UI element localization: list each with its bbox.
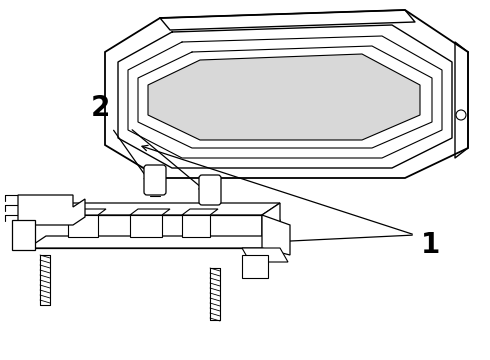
Polygon shape bbox=[130, 215, 162, 237]
FancyBboxPatch shape bbox=[199, 175, 221, 205]
Text: 1: 1 bbox=[420, 231, 440, 259]
Polygon shape bbox=[28, 236, 280, 248]
Polygon shape bbox=[262, 203, 280, 248]
Polygon shape bbox=[182, 209, 218, 215]
Polygon shape bbox=[18, 195, 85, 225]
Polygon shape bbox=[182, 215, 210, 237]
Polygon shape bbox=[28, 215, 262, 248]
Polygon shape bbox=[105, 10, 468, 178]
Polygon shape bbox=[12, 220, 35, 250]
Polygon shape bbox=[242, 255, 268, 278]
Polygon shape bbox=[130, 209, 170, 215]
Polygon shape bbox=[148, 54, 420, 140]
Polygon shape bbox=[262, 215, 290, 255]
Polygon shape bbox=[68, 215, 98, 237]
Polygon shape bbox=[28, 203, 280, 215]
Polygon shape bbox=[68, 209, 106, 215]
Text: 2: 2 bbox=[90, 94, 110, 122]
FancyBboxPatch shape bbox=[144, 165, 166, 195]
Polygon shape bbox=[242, 248, 288, 262]
